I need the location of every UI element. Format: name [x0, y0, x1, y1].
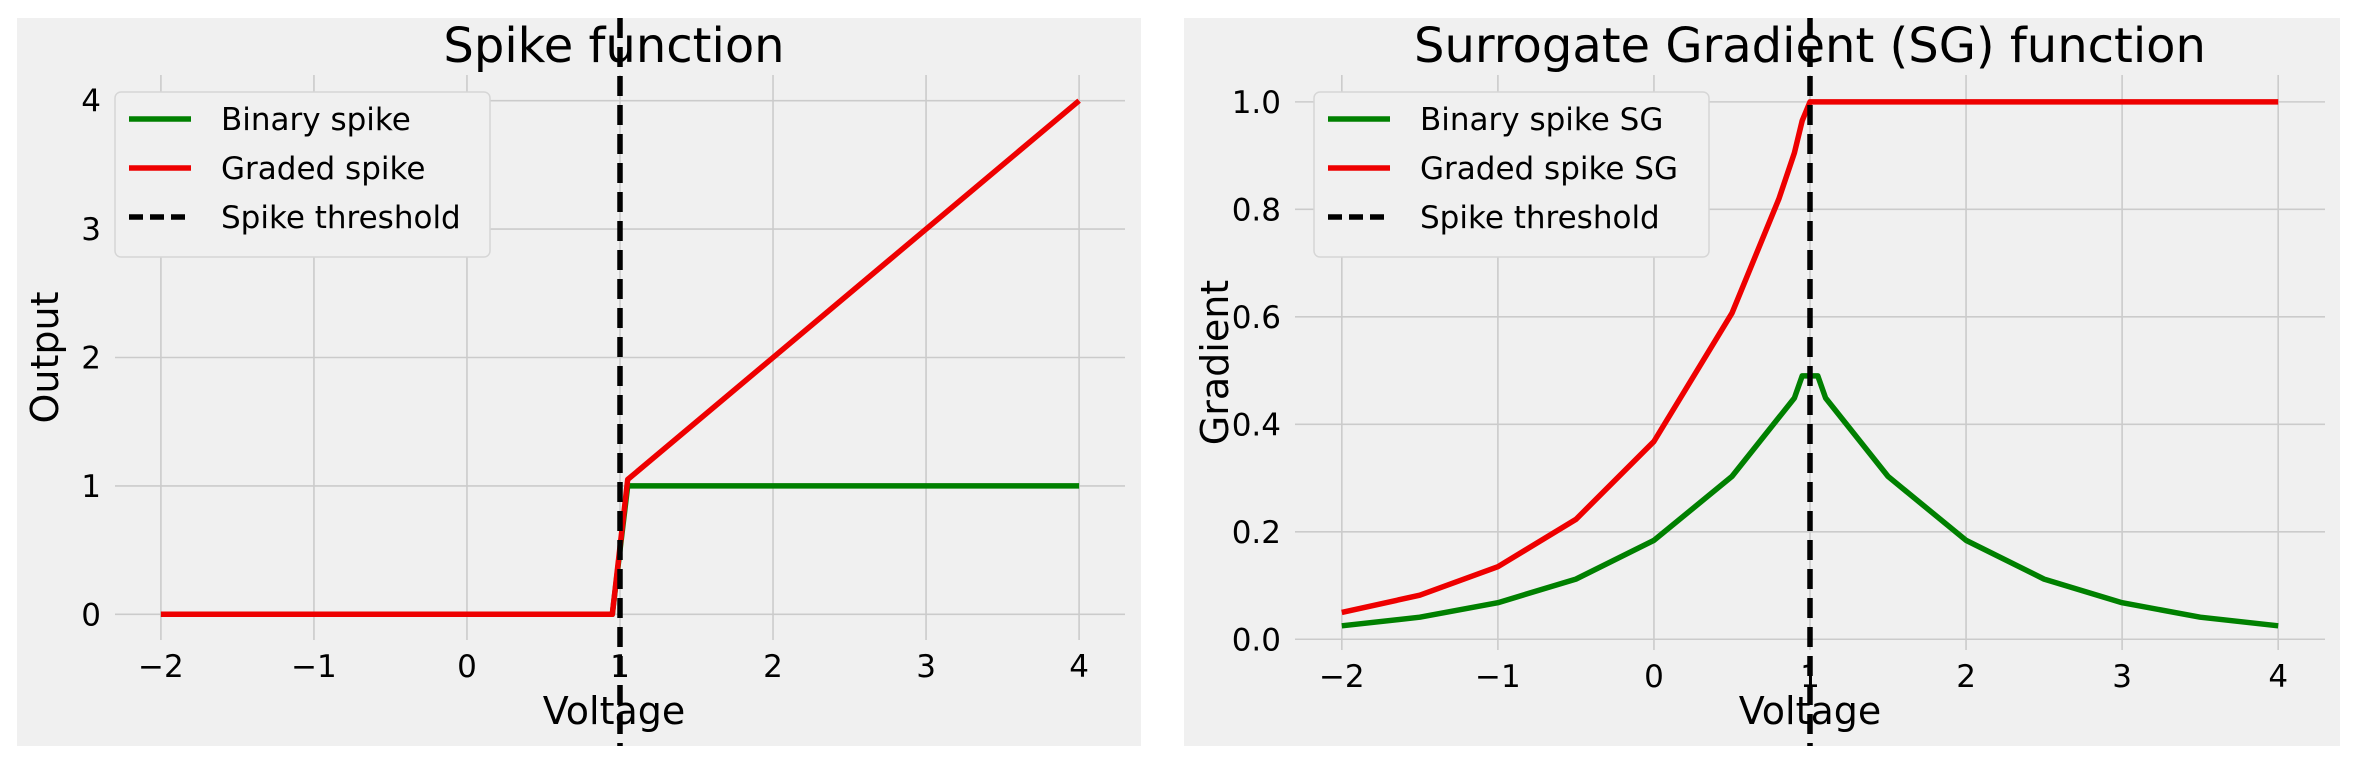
y-tick-label: 0.0 [1232, 622, 1281, 658]
y-axis-label: Gradient [1193, 280, 1237, 445]
y-tick-label: 1.0 [1232, 85, 1281, 121]
x-tick-label: −2 [1319, 659, 1365, 695]
legend-label-1: Graded spike [221, 151, 425, 187]
x-axis-label: Voltage [543, 689, 686, 733]
series-line-1 [1341, 99, 2279, 616]
y-tick-label: 0.4 [1232, 407, 1281, 443]
chart-title: Spike function [443, 18, 784, 74]
x-tick-label: 1 [1800, 659, 1820, 695]
x-axis-label: Voltage [1739, 689, 1882, 733]
legend-label-2: Spike threshold [1420, 200, 1660, 236]
y-tick-label: 1 [81, 469, 101, 505]
x-tick-label: 4 [1069, 649, 1089, 685]
legend: Binary spike SG Graded spike SG Spike thre… [1313, 91, 1710, 258]
legend-box [1313, 91, 1710, 258]
legend-label-1: Graded spike SG [1420, 151, 1678, 187]
x-tick-label: 3 [2112, 659, 2132, 695]
x-tick-label: 3 [916, 649, 936, 685]
y-tick-label: 0.8 [1232, 192, 1281, 228]
x-tick-label: 2 [1956, 659, 1976, 695]
x-tick-label: 0 [457, 649, 477, 685]
legend-box [114, 91, 491, 258]
y-tick-label: 4 [81, 84, 101, 120]
x-tick-label: 2 [763, 649, 783, 685]
y-tick-label: 0.2 [1232, 515, 1281, 551]
x-tick-label: 4 [2268, 659, 2288, 695]
y-axis-label: Output [23, 292, 67, 424]
chart-title: Surrogate Gradient (SG) function [1414, 18, 2206, 74]
legend-label-0: Binary spike SG [1420, 102, 1663, 138]
y-tick-label: 2 [81, 341, 101, 377]
x-tick-label: −1 [291, 649, 337, 685]
legend: Binary spike Graded spike Spike threshold [114, 91, 491, 258]
x-tick-label: −2 [138, 649, 184, 685]
legend-label-2: Spike threshold [221, 200, 461, 236]
left-panel: −2−10123401234Spike functionVoltageOutpu… [17, 18, 1141, 746]
legend-label-0: Binary spike [221, 102, 411, 138]
y-tick-label: 0 [81, 597, 101, 633]
x-tick-label: 0 [1644, 659, 1664, 695]
y-tick-label: 3 [81, 212, 101, 248]
x-tick-label: −1 [1475, 659, 1521, 695]
right-panel: −2 −1 0 1 2 3 4 0.0 0.2 0.4 0.6 0.8 1.0 Surrogate Gra… [1184, 18, 2340, 746]
y-tick-label: 0.6 [1232, 300, 1281, 336]
